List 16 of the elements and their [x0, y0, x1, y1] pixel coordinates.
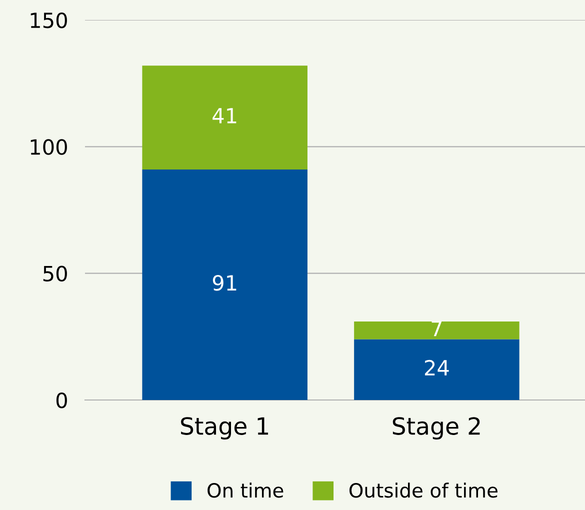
y-tick-label: 100	[30, 139, 67, 155]
bar	[354, 321, 520, 340]
bar	[142, 169, 308, 400]
legend-label: On time	[208, 482, 284, 498]
y-tick-label: 0	[56, 392, 67, 408]
y-tick-label: 50	[43, 266, 67, 282]
data-label: 24	[424, 360, 449, 376]
data-label: 7	[432, 320, 442, 336]
x-tick-label: Stage 2	[392, 417, 480, 440]
x-tick-label: Stage 1	[181, 417, 268, 440]
bar	[142, 66, 308, 170]
y-tick-label: 150	[30, 12, 67, 28]
data-label: 91	[212, 275, 236, 291]
data-label: 41	[212, 108, 236, 124]
bar	[354, 339, 520, 400]
legend-label: Outside of time	[349, 482, 498, 498]
